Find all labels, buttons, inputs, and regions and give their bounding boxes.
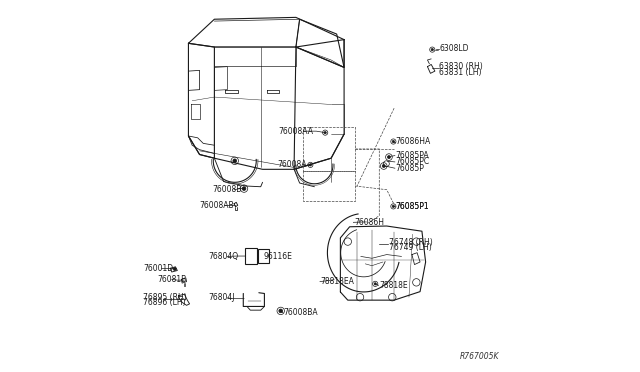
Text: 76804J: 76804J — [209, 294, 236, 302]
Text: 76008AA: 76008AA — [278, 126, 314, 136]
Circle shape — [431, 48, 433, 51]
FancyBboxPatch shape — [259, 248, 269, 263]
Text: R767005K: R767005K — [460, 352, 500, 361]
Text: 76748 (RH): 76748 (RH) — [389, 238, 433, 247]
Text: 76896 (LH): 76896 (LH) — [143, 298, 186, 307]
Circle shape — [242, 187, 246, 190]
Text: 96116E: 96116E — [264, 252, 292, 261]
Text: 76085PA: 76085PA — [396, 151, 429, 160]
Circle shape — [173, 267, 176, 270]
Text: 76086HA: 76086HA — [396, 137, 431, 146]
Text: 76008AB: 76008AB — [200, 201, 234, 210]
Circle shape — [233, 159, 237, 163]
Circle shape — [392, 205, 394, 208]
Text: 78818EA: 78818EA — [321, 277, 355, 286]
Text: 76081B: 76081B — [157, 275, 186, 284]
Circle shape — [324, 132, 326, 134]
Circle shape — [279, 309, 283, 313]
Text: 6308LD: 6308LD — [439, 44, 469, 53]
Text: 76008BA: 76008BA — [284, 308, 318, 317]
Text: 76085P: 76085P — [396, 164, 424, 173]
Text: 76085P1: 76085P1 — [396, 202, 429, 211]
Text: 76008B: 76008B — [212, 185, 242, 194]
Text: 76085P1: 76085P1 — [396, 202, 429, 211]
Text: 63830 (RH): 63830 (RH) — [439, 62, 483, 71]
Text: 76804Q: 76804Q — [209, 252, 239, 261]
Text: 76001D: 76001D — [143, 264, 173, 273]
Circle shape — [387, 155, 390, 158]
Text: 63831 (LH): 63831 (LH) — [439, 68, 482, 77]
Circle shape — [382, 164, 385, 167]
Text: 76085PC: 76085PC — [396, 157, 429, 166]
Text: 76008A: 76008A — [277, 160, 307, 169]
Text: 76749 (LH): 76749 (LH) — [389, 243, 432, 252]
Text: 78818E: 78818E — [380, 281, 408, 290]
FancyBboxPatch shape — [244, 248, 257, 264]
Circle shape — [392, 140, 394, 142]
Text: 76086H: 76086H — [354, 218, 384, 227]
Text: 76895 (RH): 76895 (RH) — [143, 293, 187, 302]
Circle shape — [309, 164, 312, 166]
Circle shape — [374, 283, 376, 285]
